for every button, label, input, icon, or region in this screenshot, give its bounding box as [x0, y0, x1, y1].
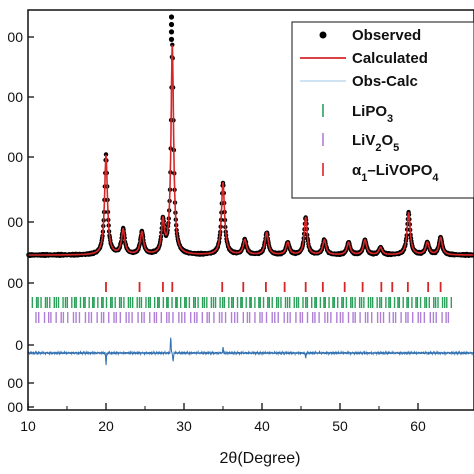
plot-frame — [27, 9, 474, 411]
y-tick-label: 00 — [7, 149, 23, 165]
observed-point — [170, 42, 175, 47]
observed-point — [168, 14, 175, 20]
x-tick-label: 50 — [332, 418, 348, 434]
x-tick-label: 20 — [98, 418, 114, 434]
y-tick-label: 00 — [7, 29, 23, 45]
observed-point — [168, 21, 175, 28]
y-tick-label: 00 — [7, 214, 23, 230]
legend-entry-label: α1–LiVOPO4 — [352, 162, 439, 184]
reflection-markers — [31, 282, 453, 323]
obs-calc-line — [27, 337, 474, 366]
legend-entry-label: LiPO3 — [352, 103, 393, 125]
legend-entry-label: Calculated — [352, 50, 428, 67]
y-tick-label: 00 — [7, 89, 23, 105]
y-tick-label: 00 — [7, 399, 23, 415]
y-tick-label: 00 — [7, 375, 23, 391]
calculated-series — [28, 44, 474, 256]
x-axis-ticks: 10 20 30 40 50 60 — [20, 403, 426, 434]
x-tick-label: 60 — [410, 418, 426, 434]
y-tick-label: 00 — [7, 275, 23, 291]
x-tick-label: 10 — [20, 418, 36, 434]
x-axis-label: 2θ(Degree) — [220, 450, 301, 467]
observed-point — [103, 152, 109, 157]
legend-entry-label: Obs-Calc — [352, 73, 418, 90]
x-tick-label: 40 — [254, 418, 270, 434]
x-tick-label: 30 — [176, 418, 192, 434]
obs-calc-series — [27, 337, 474, 366]
legend: Observed Calculated Obs-Calc LiPO3 LiV2O5 α1–… — [291, 21, 474, 199]
observed-point — [168, 36, 175, 43]
calculated-line — [28, 44, 474, 256]
y-tick-label: 0 — [15, 337, 23, 353]
legend-entry-label: Observed — [352, 27, 421, 44]
legend-marker — [319, 31, 327, 39]
observed-point — [168, 29, 175, 35]
legend-entry-label: LiV2O5 — [352, 132, 399, 154]
